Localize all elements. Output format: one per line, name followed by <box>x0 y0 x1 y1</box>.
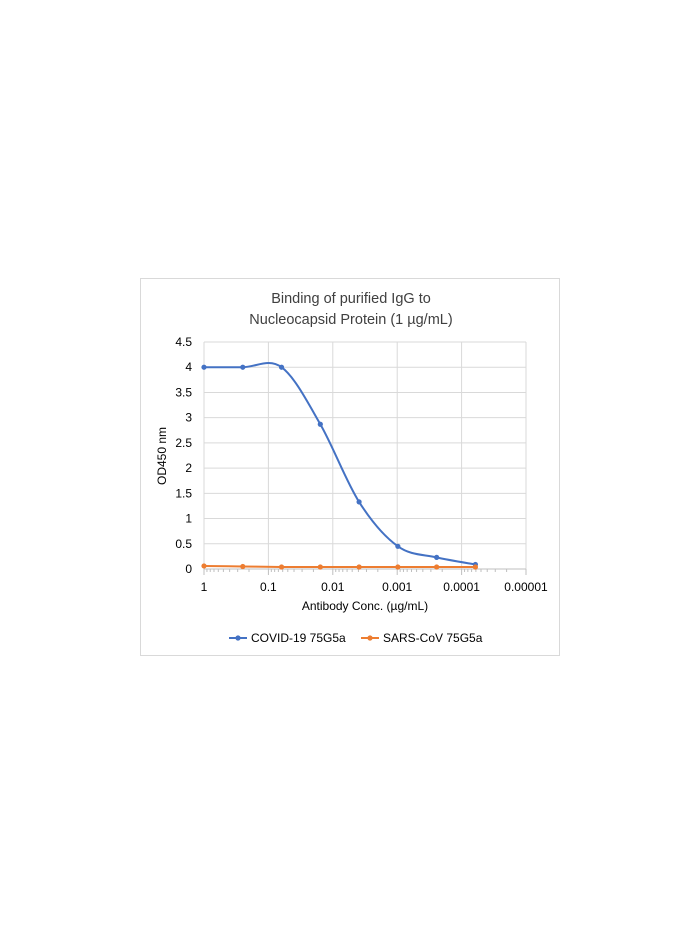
legend-swatch-marker <box>367 635 373 641</box>
chart-frame: Binding of purified IgG to Nucleocapsid … <box>140 278 560 656</box>
data-point <box>201 563 207 569</box>
data-point <box>356 499 362 505</box>
y-tick-label: 1.5 <box>175 486 192 500</box>
x-axis-title: Antibody Conc. (µg/mL) <box>302 599 428 613</box>
data-point <box>434 554 440 560</box>
data-point <box>472 564 479 570</box>
y-tick-label: 2.5 <box>175 436 192 450</box>
legend: COVID-19 75G5a SARS-CoV 75G5a <box>229 631 483 645</box>
series-layer <box>201 362 479 570</box>
data-point <box>356 564 362 570</box>
x-tick-label: 0.00001 <box>504 580 548 594</box>
data-point <box>240 563 246 570</box>
grid-layer <box>203 341 527 569</box>
y-tick-label: 3.5 <box>175 385 192 399</box>
y-tick-label: 0 <box>185 562 192 576</box>
data-point <box>278 364 285 370</box>
y-tick-label: 0.5 <box>175 537 192 551</box>
x-tick-label: 0.0001 <box>443 580 480 594</box>
legend-label: COVID-19 75G5a <box>251 631 346 645</box>
y-tick-label: 3 <box>185 411 192 425</box>
series-2 <box>201 563 479 570</box>
data-point <box>395 543 401 549</box>
data-point <box>395 564 401 570</box>
y-tick-label: 4 <box>185 360 192 374</box>
chart-title-line-1: Binding of purified IgG to <box>271 291 431 307</box>
x-tick-label: 0.001 <box>382 580 412 594</box>
y-tick-label: 4.5 <box>175 335 192 349</box>
tick-label-layer: 0 0.5 1 1.5 2 2.5 3 3.5 4 4.5 1 0.1 0.01 0.001 0.0001 0… <box>175 335 548 594</box>
legend-item: SARS-CoV 75G5a <box>361 631 483 645</box>
x-tick-label: 0.1 <box>260 580 277 594</box>
x-tick-label: 0.01 <box>321 580 345 594</box>
legend-swatch-marker <box>235 635 241 641</box>
legend-item: COVID-19 75G5a <box>229 631 346 645</box>
axis-layer <box>203 568 527 575</box>
data-point <box>201 364 207 370</box>
series-1 <box>201 362 479 568</box>
y-tick-label: 2 <box>185 461 192 475</box>
y-axis-title: OD450 nm <box>155 427 169 485</box>
y-tick-label: 1 <box>185 512 192 526</box>
data-point <box>317 564 323 570</box>
data-point <box>278 564 285 570</box>
data-point <box>434 564 440 570</box>
data-point <box>240 364 246 370</box>
legend-label: SARS-CoV 75G5a <box>383 631 483 645</box>
data-point <box>317 421 323 427</box>
series-line <box>204 362 476 566</box>
x-tick-label: 1 <box>201 580 208 594</box>
chart-title-line-2: Nucleocapsid Protein (1 µg/mL) <box>249 312 452 328</box>
chart-svg: Binding of purified IgG to Nucleocapsid … <box>155 291 548 645</box>
series-line <box>203 564 476 569</box>
